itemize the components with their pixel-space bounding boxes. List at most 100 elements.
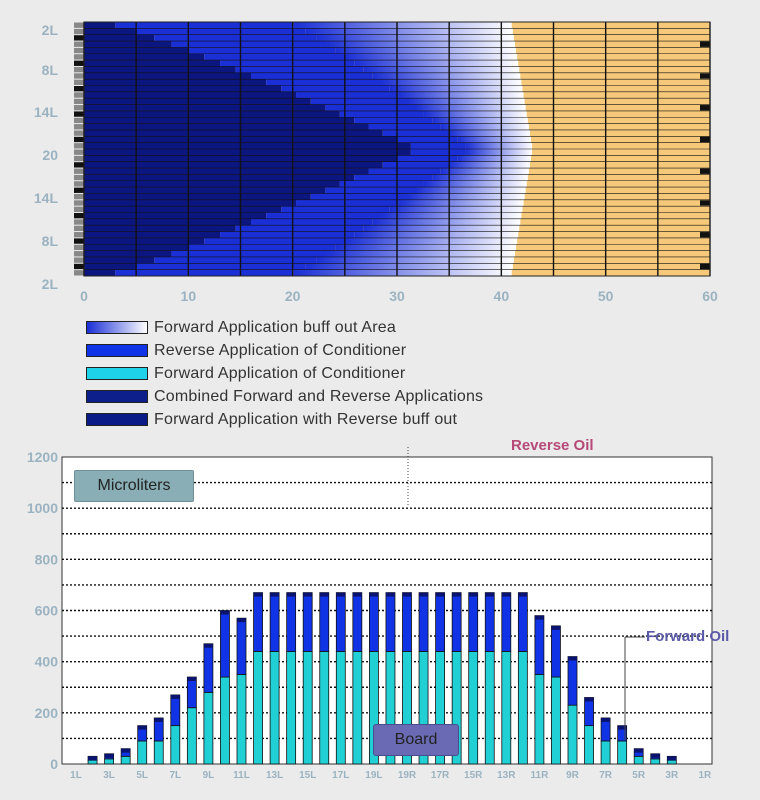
coverage-reverse — [250, 218, 373, 226]
microliters-label: Microliters — [74, 470, 194, 502]
bar-forward-oil — [501, 651, 512, 765]
coverage-reverse — [339, 110, 424, 118]
coverage-dark — [84, 199, 297, 207]
x-tick-label: 3R — [665, 770, 679, 781]
coverage-reverse — [171, 250, 327, 257]
bar-reverse-oil — [286, 592, 297, 652]
row-marker — [700, 232, 710, 238]
legend-label: Reverse Application of Conditioner — [154, 341, 407, 359]
row-marker — [700, 263, 710, 270]
x-tick-label: 30 — [389, 288, 405, 304]
bar-reverse-oil — [104, 753, 114, 760]
coverage-reverse — [368, 168, 441, 175]
x-tick-label: 5R — [632, 770, 646, 781]
legend-label: Forward Application buff out Area — [154, 318, 397, 336]
coverage-dark — [84, 85, 282, 92]
coverage-buffout — [398, 199, 524, 207]
x-tick-label: 3L — [103, 770, 115, 781]
bar-cap — [220, 610, 230, 615]
coverage-reverse — [136, 263, 306, 270]
bar-reverse-oil — [501, 592, 512, 652]
coverage-reverse — [354, 174, 433, 181]
legend-item: Forward Application with Reverse buff ou… — [86, 408, 483, 431]
coverage-buffout — [335, 244, 517, 251]
bar-reverse-oil — [584, 697, 594, 727]
legend-swatch — [86, 321, 148, 334]
row-marker — [74, 22, 84, 28]
x-tick-label: 15L — [299, 770, 316, 781]
bar-cap — [435, 592, 445, 597]
coverage-dark — [84, 79, 267, 86]
coverage-reverse — [235, 66, 364, 73]
bar-reverse-oil — [551, 625, 561, 678]
row-marker — [700, 41, 710, 47]
coverage-buffout — [423, 180, 527, 188]
coverage-dark — [84, 180, 340, 188]
bar-reverse-oil — [435, 592, 446, 652]
coverage-dark — [84, 256, 155, 264]
bar-reverse-oil — [302, 592, 313, 652]
x-tick-label: 17L — [332, 770, 349, 781]
coverage-buffout — [406, 98, 525, 105]
x-tick-label: 60 — [702, 288, 718, 304]
bar-reverse-oil — [352, 592, 363, 652]
bar-forward-oil — [302, 651, 313, 765]
bar-reverse-oil — [534, 615, 545, 675]
coverage-reverse — [204, 53, 346, 61]
coverage-buffout — [316, 34, 514, 42]
x-tick-label: 13R — [497, 770, 516, 781]
bar-reverse-oil — [517, 592, 528, 652]
bar-cap — [319, 592, 329, 597]
x-tick-label: 10 — [181, 288, 197, 304]
row-marker — [74, 111, 84, 117]
bar-cap — [286, 592, 296, 597]
bar-forward-oil — [137, 740, 148, 765]
coverage-buffout — [345, 237, 518, 245]
coverage-buffout — [415, 187, 526, 194]
coverage-reverse — [220, 60, 355, 67]
row-marker — [74, 219, 84, 225]
coverage-buffout — [363, 225, 520, 232]
coverage-dark — [84, 123, 369, 130]
bar-reverse-oil — [418, 592, 429, 652]
coverage-dark — [84, 206, 282, 213]
coverage-dark — [84, 187, 326, 194]
coverage-dark — [84, 193, 311, 200]
coverage-buffout — [465, 149, 533, 156]
bar-cap — [154, 717, 164, 722]
bar-cap — [402, 592, 412, 597]
row-marker — [74, 47, 84, 54]
bar-reverse-oil — [253, 592, 263, 652]
bar-reverse-oil — [186, 676, 197, 709]
y-tick-label: 8L — [42, 233, 59, 249]
bar-forward-oil — [186, 707, 197, 765]
coverage-reverse — [382, 161, 449, 169]
legend-item: Forward Application of Conditioner — [86, 362, 483, 385]
coverage-dark — [84, 91, 297, 99]
bar-reverse-oil — [269, 592, 280, 652]
legend-swatch — [86, 344, 148, 357]
bar-forward-oil — [484, 651, 495, 765]
coverage-buffout — [326, 250, 515, 257]
coverage-buffout — [305, 28, 513, 35]
row-marker — [74, 200, 84, 206]
coverage-buffout — [406, 193, 525, 200]
row-marker — [74, 244, 84, 251]
row-marker — [74, 257, 84, 263]
row-marker — [74, 225, 84, 232]
bar-forward-oil — [87, 759, 98, 765]
x-tick-label: 17R — [431, 770, 450, 781]
bar-cap — [534, 615, 544, 620]
coverage-reverse — [188, 244, 336, 251]
bar-cap — [270, 592, 280, 597]
coverage-dark — [84, 263, 137, 270]
coverage-buffout — [335, 47, 517, 54]
coverage-reverse — [296, 199, 399, 207]
coverage-reverse — [310, 193, 407, 200]
row-marker — [74, 263, 84, 270]
coverage-buffout — [432, 117, 528, 124]
coverage-reverse — [204, 237, 346, 245]
bar-forward-oil — [153, 740, 164, 765]
bar-forward-oil — [203, 691, 214, 765]
row-marker — [74, 187, 84, 193]
